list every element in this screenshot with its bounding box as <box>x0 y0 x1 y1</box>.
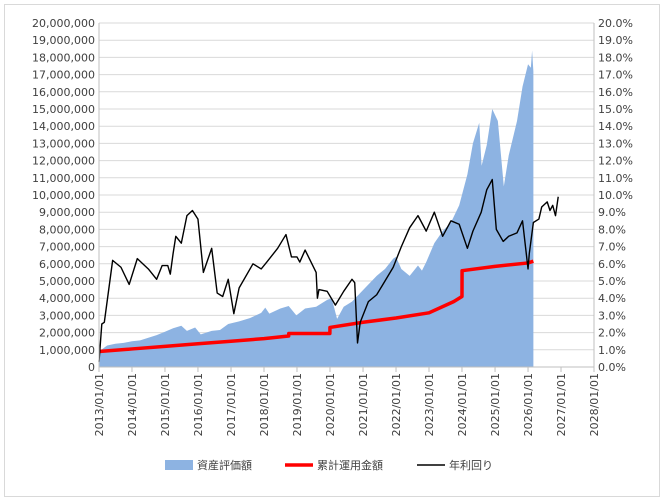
right-tick-label: 15.0% <box>598 103 633 116</box>
left-tick-label: 6,000,000 <box>39 258 95 271</box>
left-tick-label: 11,000,000 <box>32 172 95 185</box>
right-tick-label: 8.0% <box>598 223 626 236</box>
legend-label-asset: 資産評価額 <box>197 458 252 472</box>
right-tick-label: 17.0% <box>598 69 633 82</box>
right-tick-label: 18.0% <box>598 51 633 64</box>
asset-area-layer <box>99 50 534 368</box>
right-tick-label: 3.0% <box>598 309 626 322</box>
right-tick-label: 16.0% <box>598 86 633 99</box>
legend-label-yield: 年利回り <box>449 458 493 472</box>
left-tick-label: 0 <box>88 361 95 374</box>
right-tick-label: 2.0% <box>598 327 626 340</box>
x-tick-label: 2015/01/01 <box>159 373 172 436</box>
left-tick-label: 12,000,000 <box>32 155 95 168</box>
x-tick-label: 2020/01/01 <box>324 373 337 436</box>
left-tick-label: 4,000,000 <box>39 292 95 305</box>
x-tick-label: 2022/01/01 <box>390 373 403 436</box>
x-tick-label: 2028/01/01 <box>588 373 601 436</box>
asset-area <box>99 50 534 368</box>
right-tick-label: 10.0% <box>598 189 633 202</box>
left-tick-label: 10,000,000 <box>32 189 95 202</box>
right-axis-tick-labels: 0.0% 1.0% 2.0% 3.0% 4.0% 5.0% 6.0% 7.0% 8.0% 9.0%… <box>598 17 633 374</box>
x-tick-label: 2013/01/01 <box>93 373 106 436</box>
right-tick-label: 6.0% <box>598 258 626 271</box>
right-tick-label: 20.0% <box>598 17 633 30</box>
chart-frame: 0 1,000,000 2,000,000 3,000,000 4,000,000 5,0… <box>4 4 660 497</box>
legend: 資産評価額 累計運用金額 年利回り <box>165 458 493 472</box>
right-tick-label: 19.0% <box>598 34 633 47</box>
right-tick-label: 12.0% <box>598 155 633 168</box>
right-tick-label: 14.0% <box>598 120 633 133</box>
left-tick-label: 19,000,000 <box>32 34 95 47</box>
left-tick-label: 14,000,000 <box>32 120 95 133</box>
x-tick-label: 2021/01/01 <box>357 373 370 436</box>
left-tick-label: 13,000,000 <box>32 137 95 150</box>
left-tick-label: 18,000,000 <box>32 51 95 64</box>
yield-line-layer <box>98 178 559 362</box>
x-tick-label: 2025/01/01 <box>489 373 502 436</box>
left-tick-label: 15,000,000 <box>32 103 95 116</box>
left-tick-label: 3,000,000 <box>39 309 95 322</box>
left-tick-label: 8,000,000 <box>39 223 95 236</box>
x-tick-label: 2017/01/01 <box>225 373 238 436</box>
left-tick-label: 1,000,000 <box>39 344 95 357</box>
right-tick-label: 7.0% <box>598 241 626 254</box>
x-tick-label: 2018/01/01 <box>258 373 271 436</box>
right-tick-label: 11.0% <box>598 172 633 185</box>
x-tick-label: 2024/01/01 <box>456 373 469 436</box>
x-tick-label: 2014/01/01 <box>126 373 139 436</box>
combo-chart: 0 1,000,000 2,000,000 3,000,000 4,000,000 5,0… <box>32 17 633 472</box>
left-axis-tick-labels: 0 1,000,000 2,000,000 3,000,000 4,000,000 5,0… <box>32 17 95 374</box>
right-tick-label: 9.0% <box>598 206 626 219</box>
left-tick-label: 7,000,000 <box>39 241 95 254</box>
left-tick-label: 5,000,000 <box>39 275 95 288</box>
legend-swatch-asset <box>165 460 193 470</box>
x-tick-label: 2027/01/01 <box>555 373 568 436</box>
right-tick-label: 1.0% <box>598 344 626 357</box>
right-tick-label: 4.0% <box>598 292 626 305</box>
right-tick-label: 13.0% <box>598 137 633 150</box>
invested-line <box>98 259 534 354</box>
right-tick-label: 5.0% <box>598 275 626 288</box>
axes <box>98 23 595 372</box>
left-tick-label: 17,000,000 <box>32 69 95 82</box>
x-tick-label: 2016/01/01 <box>192 373 205 436</box>
x-axis-tick-labels: 2013/01/01 2014/01/01 2015/01/01 2016/01/01… <box>93 373 601 436</box>
legend-label-invested: 累計運用金額 <box>317 458 383 472</box>
yield-line <box>98 178 559 362</box>
x-tick-label: 2023/01/01 <box>423 373 436 436</box>
x-tick-label: 2026/01/01 <box>522 373 535 436</box>
left-tick-label: 16,000,000 <box>32 86 95 99</box>
invested-line-layer <box>98 259 534 354</box>
left-tick-label: 9,000,000 <box>39 206 95 219</box>
x-tick-label: 2019/01/01 <box>291 373 304 436</box>
left-tick-label: 20,000,000 <box>32 17 95 30</box>
right-tick-label: 0.0% <box>598 361 626 374</box>
left-tick-label: 2,000,000 <box>39 327 95 340</box>
